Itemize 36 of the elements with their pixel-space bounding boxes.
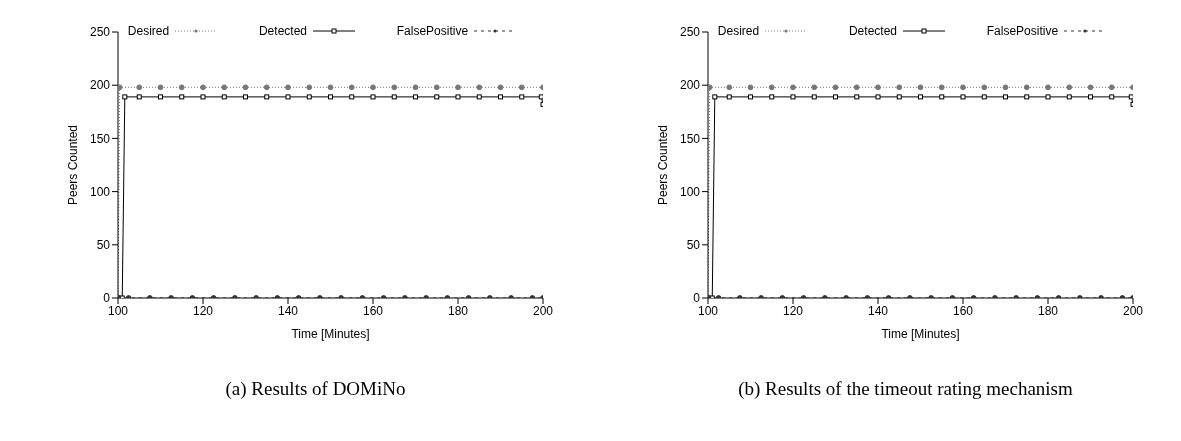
x-tick-label: 180 <box>1037 303 1059 318</box>
y-axis-title: Peers Counted <box>656 124 671 206</box>
legend-label: Desired <box>127 24 170 38</box>
y-tick-label: 250 <box>89 25 111 40</box>
text: (a) Results of DOMiNo <box>224 378 407 400</box>
y-tick-label: 0 <box>103 291 111 306</box>
y-tick-label: 150 <box>679 131 701 146</box>
x-tick-label: 100 <box>107 303 129 318</box>
legend-label: Desired <box>717 24 760 38</box>
y-tick-label: 50 <box>686 238 701 253</box>
x-tick-label: 140 <box>867 303 889 318</box>
legend-label: Detected <box>258 24 307 38</box>
legend-label: FalsePositive <box>396 24 469 38</box>
y-axis-title: Peers Counted <box>66 124 81 206</box>
x-tick-label: 200 <box>532 303 554 318</box>
x-tick-label: 200 <box>1122 303 1144 318</box>
y-tick-label: 100 <box>89 184 111 199</box>
y-tick-label: 50 <box>96 238 111 253</box>
x-tick-label: 120 <box>782 303 804 318</box>
y-tick-label: 0 <box>693 291 701 306</box>
x-tick-label: 140 <box>277 303 299 318</box>
y-tick-label: 100 <box>679 184 701 199</box>
legend-label: Detected <box>848 24 897 38</box>
y-tick-label: 150 <box>89 131 111 146</box>
y-tick-label: 250 <box>679 25 701 40</box>
x-tick-label: 160 <box>362 303 384 318</box>
x-tick-label: 180 <box>447 303 469 318</box>
x-axis-title: Time [Minutes] <box>881 327 960 341</box>
x-tick-label: 120 <box>192 303 214 318</box>
text: (b) Results of the timeout rating mechanism <box>737 378 1074 400</box>
y-tick-label: 200 <box>679 78 701 93</box>
legend-label: FalsePositive <box>986 24 1059 38</box>
x-tick-label: 160 <box>952 303 974 318</box>
x-axis-title: Time [Minutes] <box>291 327 370 341</box>
x-tick-label: 100 <box>697 303 719 318</box>
y-tick-label: 200 <box>89 78 111 93</box>
